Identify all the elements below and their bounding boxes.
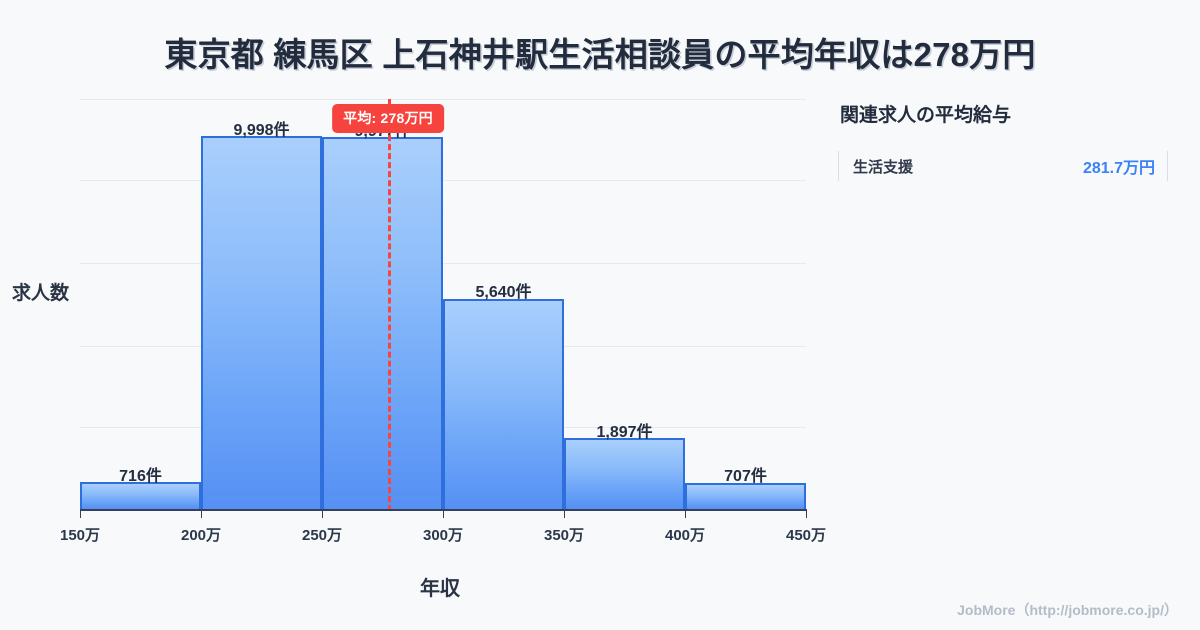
y-axis-title: 求人数 <box>12 283 70 304</box>
related-salary-panel: 関連求人の平均給与 生活支援 281.7万円 <box>838 100 1168 181</box>
bar-value-label: 5,640件 <box>475 284 532 301</box>
gridline <box>80 263 806 264</box>
footer-watermark: JobMore（http://jobmore.co.jp/） <box>957 602 1178 618</box>
gridline <box>80 99 806 100</box>
gridline <box>80 180 806 181</box>
histogram-bar[interactable] <box>322 137 443 509</box>
bar-value-label: 1,897件 <box>596 424 653 441</box>
x-axis-title: 年収 <box>420 578 460 600</box>
x-axis-tick <box>322 510 323 518</box>
x-axis-tick-label: 450万 <box>785 527 827 544</box>
x-axis-tick-label: 400万 <box>664 527 706 544</box>
x-axis-tick-label: 200万 <box>180 527 222 544</box>
page-title: 東京都 練馬区 上石神井駅生活相談員の平均年収は278万円 <box>164 36 1036 73</box>
x-axis-tick-label: 150万 <box>59 527 101 544</box>
histogram-bar[interactable] <box>80 482 201 509</box>
histogram-bar[interactable] <box>201 136 322 509</box>
x-axis-line <box>80 509 807 511</box>
x-axis-tick <box>685 510 686 518</box>
bar-value-label: 9,998件 <box>233 122 290 139</box>
bar-value-label: 716件 <box>119 468 162 485</box>
related-salary-row[interactable]: 生活支援 281.7万円 <box>838 151 1168 181</box>
histogram-bar[interactable] <box>443 298 564 509</box>
average-line <box>388 99 391 511</box>
related-salary-row-value: 281.7万円 <box>1082 160 1155 177</box>
x-axis-tick-label: 300万 <box>422 527 464 544</box>
x-axis-tick <box>201 510 202 518</box>
histogram-bar[interactable] <box>685 482 806 509</box>
x-axis-tick <box>806 510 807 518</box>
histogram-chart: 716件 9,998件 9,977件 5,640件 1,897件 707件 平均… <box>12 99 827 600</box>
average-badge[interactable]: 平均: 278万円 <box>332 104 444 133</box>
x-axis-tick-label: 350万 <box>543 527 585 544</box>
related-salary-row-label: 生活支援 <box>853 158 914 176</box>
histogram-bar[interactable] <box>564 438 685 509</box>
x-axis-tick <box>80 510 81 518</box>
related-salary-title: 関連求人の平均給与 <box>840 105 1012 126</box>
x-axis-tick <box>443 510 444 518</box>
bar-value-label: 707件 <box>724 468 767 485</box>
x-axis-tick-label: 250万 <box>301 527 343 544</box>
x-axis-tick <box>564 510 565 518</box>
